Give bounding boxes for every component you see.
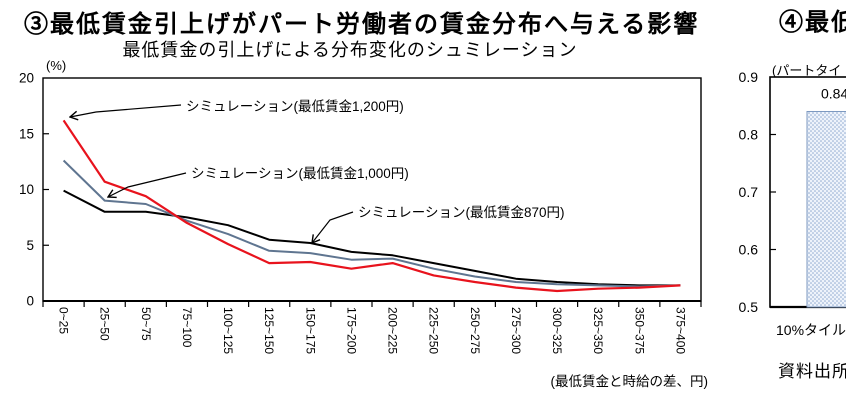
x-category-label: 75~100 <box>180 307 194 348</box>
annotation-label-0: シミュレーション(最低賃金1,200円) <box>186 99 404 114</box>
bar-10th-percentile <box>806 111 846 308</box>
right-chart-title: ④最低賃金 <box>779 9 846 36</box>
annotation-arrow-0 <box>70 104 182 117</box>
series-line-870 <box>63 189 681 287</box>
x-category-label: 0~25 <box>57 307 71 334</box>
y-tick-label: 20 <box>19 71 34 86</box>
y-tick-label: 15 <box>19 126 34 141</box>
x-category-label: 125~150 <box>262 307 276 354</box>
series-line-1000 <box>62 159 681 288</box>
x-category-label: 100~125 <box>221 307 235 354</box>
x-category-label: 300~325 <box>550 307 564 354</box>
y-tick-label: 0.5 <box>739 299 759 315</box>
x-category-label: 350~375 <box>632 307 646 354</box>
x-category-label: 150~175 <box>303 307 317 354</box>
x-category-label: 50~75 <box>139 307 153 341</box>
x-category-label: 325~350 <box>591 307 605 354</box>
y-tick-label: 0 <box>26 294 34 309</box>
y-tick-label: 0.8 <box>739 127 759 143</box>
y-tick-label: 0.9 <box>739 69 759 85</box>
annotation-arrow-1 <box>108 172 187 197</box>
x-category-label: 200~225 <box>386 307 400 354</box>
source-note: 資料出所 <box>778 362 846 381</box>
annotation-label-2: シミュレーション(最低賃金870円) <box>358 205 564 220</box>
series-line-1200 <box>62 119 681 293</box>
y-tick-label: 0.7 <box>739 184 759 200</box>
x-category-label: 275~300 <box>509 307 523 354</box>
annotation-arrow-2 <box>312 211 354 243</box>
x-axis-note: (最低賃金と時給の差、円) <box>551 374 709 389</box>
x-category-label: 175~200 <box>344 307 358 354</box>
x-category-label: 25~50 <box>98 307 112 341</box>
x-category-label: 375~400 <box>673 307 687 354</box>
left-chart-title: ③最低賃金引上げがパート労働者の賃金分布へ与える影響 <box>24 11 700 38</box>
right-chart-axis-note: (パートタイ <box>772 63 842 78</box>
y-tick-label: 5 <box>26 238 34 253</box>
bar-value-label: 0.84 <box>821 86 846 102</box>
x-category-label: 250~275 <box>468 307 482 354</box>
y-axis-unit-label: (%) <box>46 58 66 73</box>
x-category-label: 225~250 <box>427 307 441 354</box>
left-chart-subtitle: 最低賃金の引上げによる分布変化のシュミレーション <box>122 40 578 60</box>
right-chart-x-category-label: 10%タイル <box>776 322 846 338</box>
annotation-label-1: シミュレーション(最低賃金1,000円) <box>191 166 409 181</box>
y-tick-label: 10 <box>19 182 34 197</box>
y-tick-label: 0.6 <box>739 242 759 258</box>
